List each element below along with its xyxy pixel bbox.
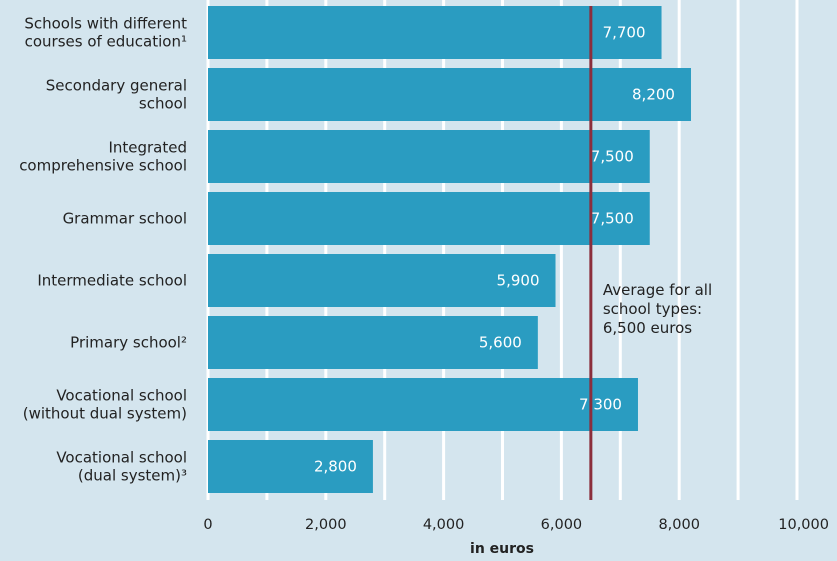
category-labels: Schools with different courses of educati… xyxy=(19,15,187,485)
category-label-line: Grammar school xyxy=(63,210,187,228)
bar xyxy=(208,68,691,121)
average-annotation-line: 6,500 euros xyxy=(603,319,692,337)
bar-value-label: 5,900 xyxy=(497,272,540,290)
bar-value-label: 7,500 xyxy=(591,148,634,166)
category-label: Intermediate school xyxy=(37,272,187,290)
x-tick-labels: 0 2,000 4,000 6,000 8,000 10,000 xyxy=(203,517,829,533)
category-label: Integrated comprehensive school xyxy=(19,139,187,175)
category-label: Vocational school (without dual system) xyxy=(23,387,187,423)
category-label-line: Secondary general xyxy=(46,77,187,95)
bar xyxy=(208,192,650,245)
bar-value-label: 2,800 xyxy=(314,458,357,476)
bars: 7,700 8,200 7,500 7,500 5,900 5,600 7,300 2,800 xyxy=(208,6,691,493)
x-tick-label: 4,000 xyxy=(423,517,465,533)
bar-value-label: 5,600 xyxy=(479,334,522,352)
bar-value-label: 7,700 xyxy=(603,24,646,42)
category-label-line: Vocational school xyxy=(56,449,187,467)
category-label-line: Integrated xyxy=(108,139,187,157)
average-annotation-line: Average for all xyxy=(603,281,712,299)
category-label-line: school xyxy=(139,95,187,113)
bar-value-label: 7,300 xyxy=(579,396,622,414)
category-label-line: Primary school² xyxy=(70,334,187,352)
category-label-line: comprehensive school xyxy=(19,157,187,175)
category-label: Primary school² xyxy=(70,334,187,352)
bar xyxy=(208,130,650,183)
x-tick-label: 6,000 xyxy=(541,517,583,533)
x-tick-label: 0 xyxy=(203,517,212,533)
average-annotation: Average for all school types: 6,500 euros xyxy=(603,281,712,337)
bar xyxy=(208,378,638,431)
category-label: Secondary general school xyxy=(46,77,187,113)
category-label-line: Intermediate school xyxy=(37,272,187,290)
category-label: Schools with different courses of educati… xyxy=(24,15,187,51)
x-axis-label: in euros xyxy=(470,541,534,557)
category-label-line: (without dual system) xyxy=(23,405,187,423)
bar xyxy=(208,6,662,59)
x-tick-label: 8,000 xyxy=(658,517,700,533)
x-tick-label: 10,000 xyxy=(778,517,829,533)
category-label: Vocational school (dual system)³ xyxy=(56,449,187,485)
average-annotation-line: school types: xyxy=(603,300,702,318)
bar xyxy=(208,254,556,307)
reference-line-group: Average for all school types: 6,500 euros xyxy=(589,6,712,500)
bar-value-label: 7,500 xyxy=(591,210,634,228)
category-label-line: courses of education¹ xyxy=(25,33,187,51)
category-label: Grammar school xyxy=(63,210,187,228)
bar xyxy=(208,440,373,493)
x-tick-label: 2,000 xyxy=(305,517,347,533)
category-label-line: Schools with different xyxy=(24,15,187,33)
category-label-line: Vocational school xyxy=(56,387,187,405)
bar-value-label: 8,200 xyxy=(632,86,675,104)
category-label-line: (dual system)³ xyxy=(78,467,187,485)
bar xyxy=(208,316,538,369)
